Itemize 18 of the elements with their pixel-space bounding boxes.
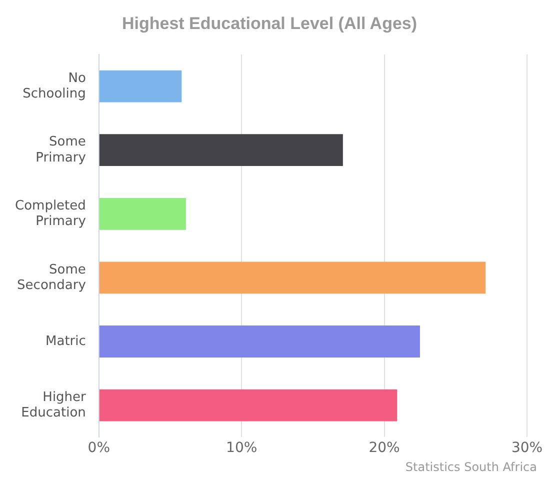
- bar: [99, 389, 398, 422]
- y-tick-label: Higher Education: [21, 390, 87, 420]
- bar: [99, 198, 186, 230]
- bar: [99, 134, 343, 166]
- y-tick-label: Completed Primary: [14, 198, 86, 230]
- x-tick-label: 10%: [226, 440, 258, 456]
- bar: [99, 326, 420, 358]
- text: Statistics South Africa: [405, 460, 537, 474]
- x-tick-label: 0%: [88, 440, 110, 456]
- y-tick-label: Some Primary: [36, 134, 86, 166]
- y-tick-label: Matric: [46, 334, 86, 349]
- y-tick-label: No Schooling: [22, 70, 86, 102]
- bar: [99, 70, 182, 102]
- bar: [99, 262, 486, 294]
- chart-title: Highest Educational Level (All Ages): [122, 14, 418, 33]
- x-tick-label: 30%: [511, 440, 543, 456]
- x-tick-label: 20%: [368, 440, 400, 456]
- y-tick-label: Some Secondary: [17, 262, 86, 293]
